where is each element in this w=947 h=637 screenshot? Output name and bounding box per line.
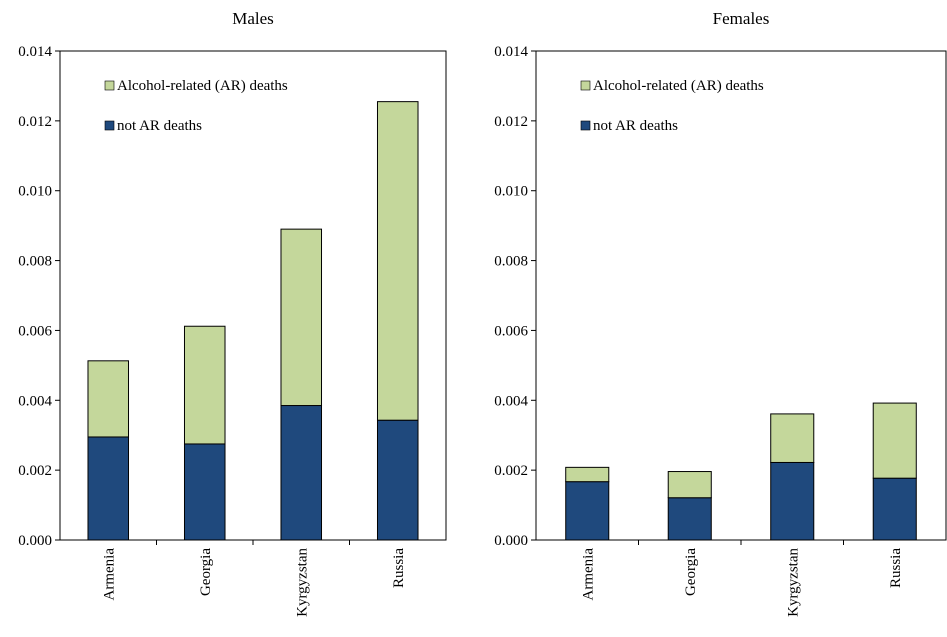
females-chart: Females 0.000 0.002 0.004 0.006 0.008 0.010 0.… — [494, 9, 947, 617]
males-chart: Males 0.000 0.002 0.004 0.006 0.008 0.010 0.01… — [18, 9, 447, 617]
x-tick-label: Armenia — [101, 548, 117, 601]
bar-not-ar-georgia — [667, 497, 712, 541]
y-tick-label: 0.002 — [18, 463, 52, 479]
bar-ar-armenia — [565, 466, 610, 483]
bar-ar-georgia — [667, 471, 712, 499]
y-tick-label: 0.014 — [494, 44, 528, 60]
y-tick-label: 0.008 — [18, 254, 52, 270]
bar-not-ar-georgia — [183, 443, 226, 541]
legend-swatch — [104, 120, 115, 131]
legend-label: Alcohol-related (AR) deaths — [593, 78, 764, 94]
y-tick-label: 0.010 — [18, 184, 52, 200]
x-tick-label: Georgia — [198, 548, 214, 596]
chart-title: Females — [713, 9, 770, 28]
x-tick-label: Russia — [391, 548, 407, 588]
y-tick-label: 0.000 — [18, 533, 52, 549]
legend-label: not AR deaths — [593, 118, 678, 134]
legend-label: Alcohol-related (AR) deaths — [117, 78, 288, 94]
legend-label: not AR deaths — [117, 118, 202, 134]
bar-ar-russia — [872, 402, 917, 479]
legend-swatch — [104, 80, 115, 91]
y-tick-label: 0.006 — [494, 323, 528, 339]
bar-ar-kyrgyzstan — [280, 228, 323, 407]
x-tick-label: Kyrgyzstan — [294, 548, 310, 617]
y-tick-label: 0.012 — [494, 114, 528, 130]
bar-not-ar-armenia — [565, 481, 610, 541]
y-tick-label: 0.004 — [494, 393, 528, 409]
x-tick-label: Georgia — [683, 548, 699, 596]
x-tick-label: Russia — [888, 548, 904, 588]
bar-not-ar-kyrgyzstan — [770, 461, 815, 541]
y-tick-label: 0.006 — [18, 323, 52, 339]
x-tick-label: Kyrgyzstan — [785, 548, 801, 617]
y-tick-label: 0.012 — [18, 114, 52, 130]
bar-not-ar-armenia — [87, 436, 130, 541]
x-tick-label: Armenia — [580, 548, 596, 601]
bar-not-ar-russia — [376, 419, 419, 541]
bar-ar-russia — [376, 101, 419, 421]
bar-ar-georgia — [183, 325, 226, 445]
bar-ar-kyrgyzstan — [770, 413, 815, 463]
y-tick-label: 0.010 — [494, 184, 528, 200]
bar-not-ar-russia — [872, 477, 917, 541]
bar-ar-armenia — [87, 360, 130, 438]
chart-title: Males — [232, 9, 274, 28]
y-tick-label: 0.002 — [494, 463, 528, 479]
y-tick-label: 0.008 — [494, 254, 528, 270]
legend-swatch — [580, 120, 591, 131]
y-tick-label: 0.004 — [18, 393, 52, 409]
legend-swatch — [580, 80, 591, 91]
bar-not-ar-kyrgyzstan — [280, 405, 323, 541]
y-tick-label: 0.014 — [18, 44, 52, 60]
y-tick-label: 0.000 — [494, 533, 528, 549]
